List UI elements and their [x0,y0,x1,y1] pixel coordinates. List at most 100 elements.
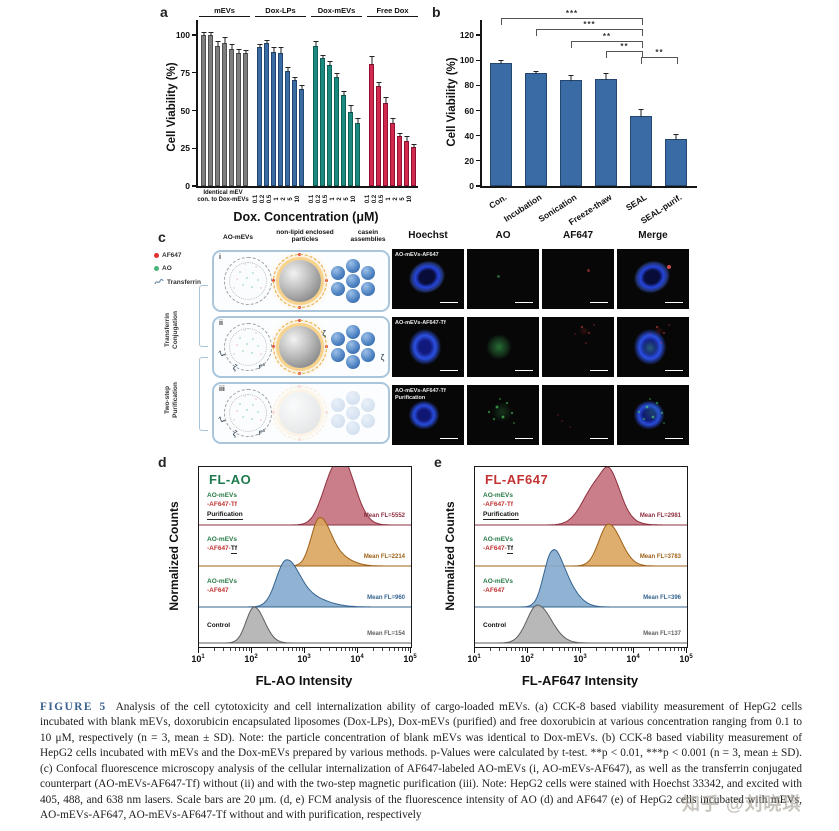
schematic-col-casein: casein assemblies [350,229,386,244]
tip [271,345,275,348]
error-bar [329,61,330,67]
error-cap [320,54,325,56]
tfq: ζ [322,329,326,338]
scale-bar [590,369,608,371]
ridge-row-label: AO-mEVs -AF647-Tf [483,535,513,555]
scale-bar [440,301,458,303]
panel-a-xlabel: Dox. Concentration (μM) [233,210,379,224]
microscopy-image-r3-af647 [542,385,614,445]
tip [297,319,301,322]
error-bar [640,110,642,117]
error-cap [355,118,360,120]
cb [331,398,346,412]
error-bar [217,42,218,47]
x-minor-tick [301,648,303,651]
element: AO-mEVs [483,535,513,544]
panel-c: c AF647 AO Transferrin AO-mEVs non-lipid… [150,226,710,452]
bar [271,47,276,186]
cb [331,266,346,280]
ridge-row-label: AO-mEVs -AF647 [483,577,513,596]
bar [383,96,388,186]
ridge-row-label: AO-mEVs -AF647-Tf Purification [483,491,519,520]
error-cap [292,77,297,79]
y-tick-label: 0 [469,181,474,191]
x-minor-tick [248,648,250,651]
x-minor-tick [624,648,626,651]
error-bar [322,55,323,59]
element: 4 [636,654,640,660]
x-minor-tick [319,648,321,651]
x-minor-tick [242,648,244,651]
row-i-label: i [219,254,221,261]
x-tick-label: 102 [520,654,534,664]
error-cap [313,41,318,43]
microscopy-image-r2-ao [467,317,539,377]
bar [595,72,617,186]
error-bar [259,45,260,49]
x-minor-tick [223,648,225,651]
x-minor-tick [542,648,544,651]
bar [229,44,234,186]
fluor-signal [542,385,614,445]
element: 5 [413,654,417,660]
histogram-ao-mevs-af647-tf [475,523,687,567]
bar [222,36,227,186]
y-tick-label: 80 [464,80,474,91]
element: AO-mEVs [483,577,513,586]
y-tick-label: 40 [464,130,474,141]
histogram-control [475,604,687,644]
error-cap [243,50,248,52]
error-cap [299,84,304,86]
y-tick-label: 50 [180,105,190,116]
x-minor-tick [564,648,566,651]
panel-d-letter: d [158,454,167,470]
mean-fl-label: Mean FL=5552 [363,513,405,519]
x-tick-label: 101 [467,654,481,664]
x-tick-label: 104 [626,654,640,664]
microscopy-image-r2-hoechst: AO-mEVs-AF647-Tf [392,317,464,377]
histogram-ao-mevs-af647-tf-purification [199,467,411,526]
fluor-signal [497,275,500,278]
scale-bar [515,369,533,371]
x-minor-tick [351,648,353,651]
panel-d-xlabel: FL-AO Intensity [255,673,353,688]
element: AO-mEVs [207,536,237,543]
microscopy-image-r1-merge [617,249,689,309]
legend-item-af647: AF647 [154,252,182,259]
panel-b: b Cell Viability (%) 0 20 40 60 80 100 120 *** *… [424,4,714,228]
scale-bar [515,437,533,439]
element: AO-mEVs [207,492,237,499]
bar [630,109,652,186]
error-cap [411,143,416,145]
bar [236,48,241,186]
nucleus-signal [399,251,455,303]
panel-d-xticks: 101 102 103 104 105 [191,648,417,670]
error-bar [224,37,225,44]
fluor-signal-2 [639,337,661,359]
error-bar [301,85,302,91]
useg: Purification [483,510,519,520]
error-cap [673,134,679,136]
dose-tick-label: 10 [294,195,301,203]
mean-fl-label: Mean FL=2214 [363,554,405,560]
y-tick-label: 0 [185,181,190,191]
x-minor-tick [266,648,268,651]
bar [327,60,332,186]
element: 3 [583,654,587,660]
element: -AF647-Tf [207,501,237,509]
x-minor-tick [595,648,597,651]
x-minor-tick [282,648,284,651]
error-bar [203,33,204,37]
significance-bracket: *** [501,9,643,26]
y-tick-label: 25 [180,143,190,154]
cb [361,398,376,412]
error-cap [271,47,276,49]
x-minor-tick [345,648,347,651]
x-minor-tick [611,648,613,651]
error-bar [343,91,344,97]
casein-assembly-diagram [328,258,378,304]
y-tick-label: 120 [459,30,474,41]
